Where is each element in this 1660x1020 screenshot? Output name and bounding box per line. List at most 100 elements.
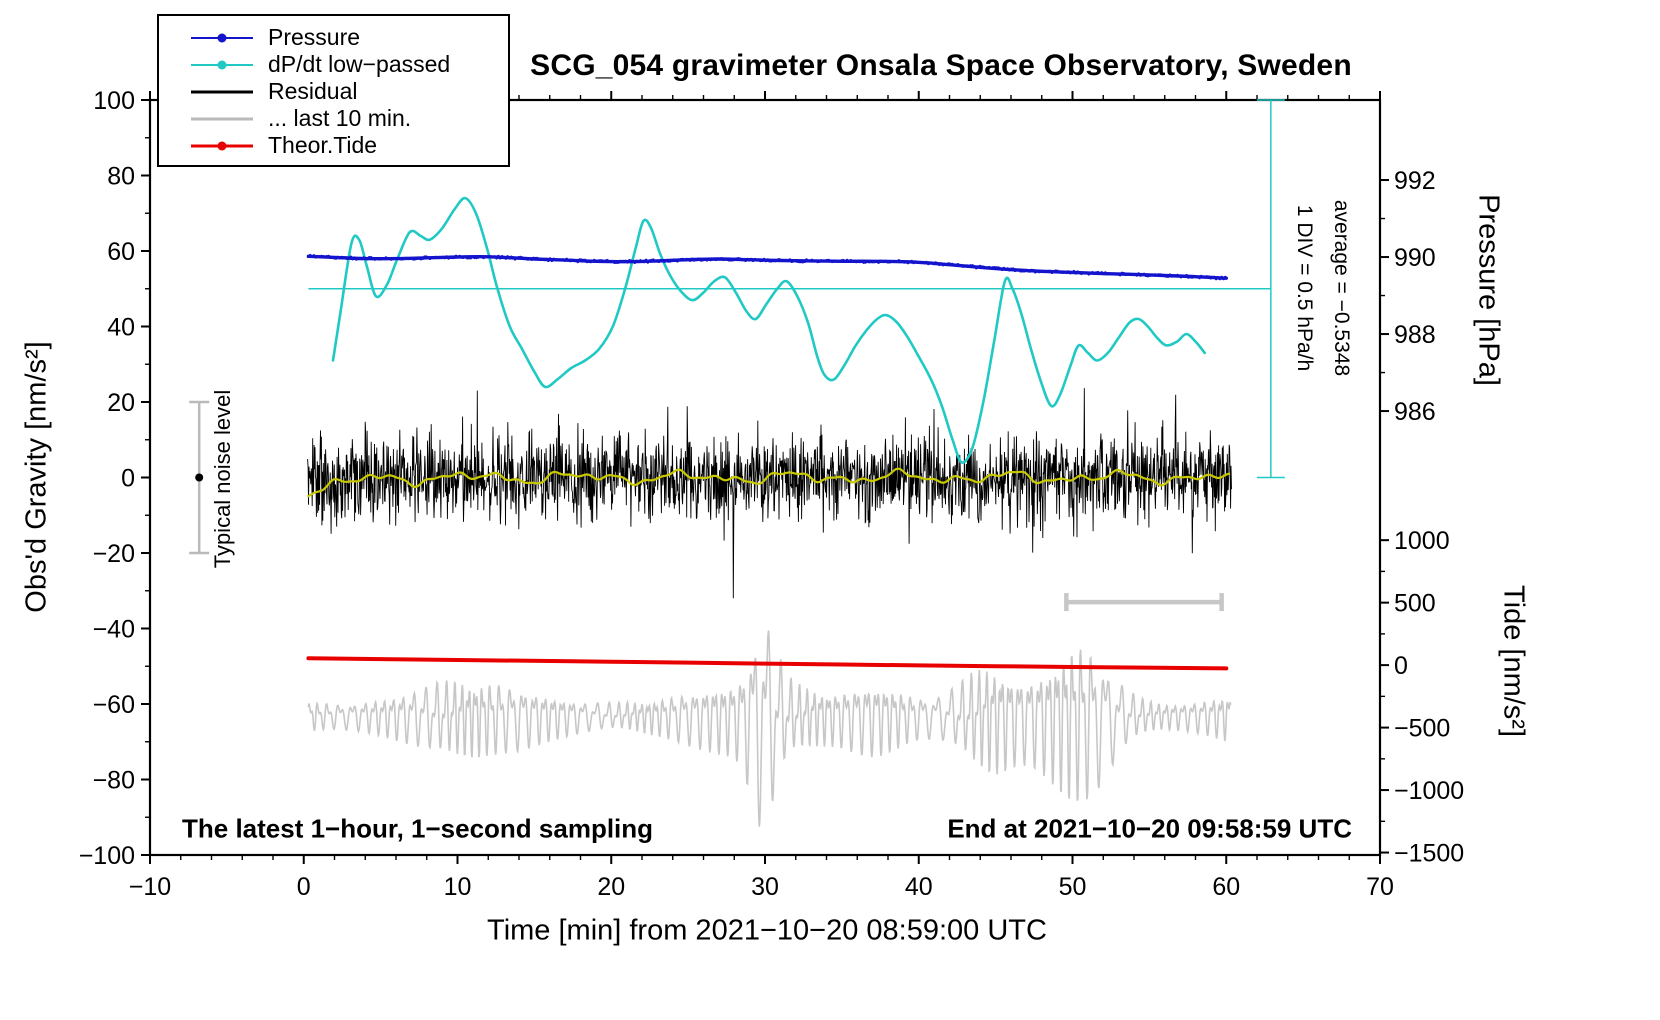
series-pressure-dot: [797, 260, 801, 264]
series-pressure-dot: [545, 257, 548, 261]
series-pressure-dot: [506, 255, 509, 258]
series-pressure-dot: [818, 260, 821, 263]
series-pressure-dot: [1019, 269, 1022, 273]
series-pressure-dot: [565, 257, 568, 261]
y-tick-label: −80: [93, 767, 135, 795]
y-tick-label: −20: [93, 540, 135, 568]
series-pressure-dot: [1000, 268, 1004, 272]
series-pressure-dot: [1216, 276, 1220, 279]
series-pressure-dot: [1150, 273, 1153, 277]
tide-tick-label: −1000: [1394, 777, 1464, 805]
series-pressure-dot: [644, 258, 648, 262]
series-pressure-dot: [620, 259, 624, 263]
series-pressure-dot: [982, 265, 985, 269]
series-pressure-dot: [606, 258, 609, 262]
series-pressure-dot: [393, 257, 397, 260]
x-tick-label: 20: [597, 873, 625, 901]
series-pressure-dot: [334, 257, 338, 260]
legend-label: Theor.Tide: [268, 132, 378, 158]
legend-item: Theor.Tide: [159, 132, 508, 159]
series-pressure-dot: [617, 261, 620, 264]
series-pressure-dot: [893, 260, 897, 263]
series-pressure-dot: [1072, 269, 1076, 273]
series-pressure-dot: [351, 257, 354, 261]
series-pressure-dot: [1166, 275, 1170, 278]
series-pressure-dot: [705, 259, 709, 262]
series-pressure-dot: [1087, 273, 1091, 276]
series-pressure-dot: [1190, 276, 1194, 279]
legend-label: Residual: [268, 78, 358, 104]
series-pressure-dot: [1008, 268, 1011, 272]
series-pressure-dot: [546, 259, 550, 263]
series-pressure-dot: [1085, 271, 1089, 275]
series-pressure-dot: [954, 264, 958, 268]
series-pressure-dot: [720, 257, 723, 260]
series-pressure-dot: [1135, 274, 1139, 277]
series-pressure-dot: [867, 260, 871, 264]
series-pressure-dot: [572, 259, 576, 262]
series-residual_smooth: [307, 467, 1231, 498]
series-pressure-dot: [760, 259, 764, 263]
series-pressure-dot: [973, 265, 976, 268]
series-pressure-dot: [862, 261, 865, 264]
x-tick-label: 60: [1212, 873, 1240, 901]
mark-typical_noise_bar-dot: [195, 473, 204, 482]
series-pressure-dot: [486, 255, 489, 259]
series-pressure-dot: [1168, 273, 1172, 277]
series-pressure-dot: [504, 257, 508, 260]
series-pressure-dot: [925, 260, 928, 264]
series-pressure-dot: [1218, 277, 1222, 281]
series-pressure-dot: [539, 258, 543, 262]
x-tick-label: 40: [905, 873, 933, 901]
series-pressure-dot: [367, 255, 371, 259]
series-pressure-dot: [884, 259, 888, 263]
tide-tick-label: −1500: [1394, 840, 1464, 868]
x-tick-label: 50: [1059, 873, 1087, 901]
series-pressure-dot: [436, 256, 439, 259]
series-pressure-dot: [312, 254, 316, 257]
series-pressure-dot: [939, 262, 943, 265]
series-pressure-dot: [1017, 268, 1020, 272]
legend-item: ... last 10 min.: [159, 105, 508, 132]
x-axis-label: Time [min] from 2021−10−20 08:59:00 UTC: [487, 914, 1047, 947]
legend-swatch: [191, 33, 253, 43]
series-pressure-dot: [744, 259, 747, 263]
series-pressure-dot: [1046, 269, 1050, 273]
series-tide: [306, 656, 1229, 671]
series-pressure-dot: [1006, 267, 1009, 270]
series-pressure-dot: [666, 260, 670, 263]
series-pressure-dot: [443, 256, 447, 260]
series-pressure-dot: [1100, 271, 1103, 274]
series-pressure-dot: [910, 259, 913, 263]
series-pressure-dot: [738, 257, 742, 261]
series-pressure-dot: [949, 262, 952, 266]
series-pressure-dot: [353, 256, 356, 260]
series-pressure-dot: [659, 259, 663, 263]
series-pressure-dot: [535, 256, 539, 260]
series-pressure-dot: [498, 256, 502, 260]
series-pressure-dot: [631, 259, 635, 263]
series-pressure-dot: [576, 260, 579, 264]
series-pressure-dot: [805, 258, 808, 261]
series-pressure-dot: [421, 257, 425, 260]
series-pressure-dot: [762, 257, 766, 261]
tide-tick-label: −500: [1394, 715, 1450, 743]
x-tick-label: −10: [129, 873, 171, 901]
series-pressure-dot: [958, 263, 961, 267]
series-pressure-dot: [945, 263, 948, 267]
x-tick-label: 0: [297, 873, 311, 901]
series-pressure-dot: [583, 258, 587, 262]
legend-line: [191, 117, 253, 120]
series-pressure-dot: [458, 254, 462, 258]
series-pressure-dot: [915, 261, 919, 264]
series-pressure-dot: [489, 255, 493, 259]
series-pressure-dot: [831, 260, 834, 264]
series-pressure-dot: [748, 259, 751, 262]
series-pressure-dot: [563, 259, 567, 262]
legend-marker-dot: [217, 141, 227, 150]
series-pressure-dot: [1118, 273, 1122, 277]
series-pressure-dot: [783, 259, 786, 263]
series-pressure-dot: [821, 259, 825, 263]
series-pressure-dot: [476, 256, 480, 259]
series-pressure-dot: [425, 255, 428, 258]
